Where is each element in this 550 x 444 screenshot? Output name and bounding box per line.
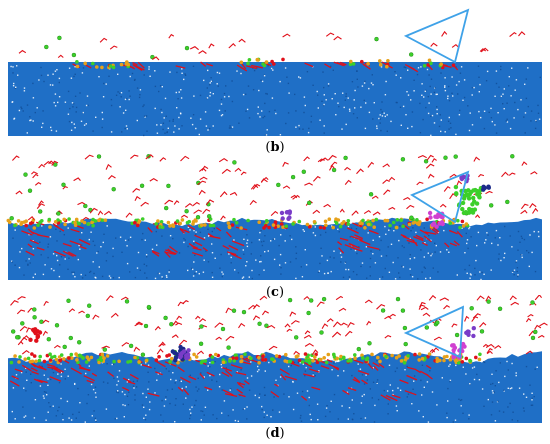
- substrate-block: [8, 351, 542, 423]
- panel-d-caption: (d): [265, 426, 285, 441]
- debris-particles: [9, 154, 539, 221]
- surface-atoms: [9, 352, 482, 365]
- substrate-block: [8, 217, 542, 280]
- cutting-tool: [403, 8, 470, 64]
- substrate-block: [8, 62, 542, 136]
- surface-atoms: [75, 57, 456, 70]
- panel-c-image: [6, 154, 542, 281]
- atom-clusters: [279, 173, 491, 229]
- substrate-texture: [11, 225, 540, 281]
- panel-b-image: [8, 8, 542, 137]
- surface-atoms: [6, 217, 470, 230]
- panel-c-simulation: [0, 150, 550, 285]
- debris-particles: [18, 30, 526, 61]
- panel-c-caption: (c): [265, 285, 285, 300]
- panel-c-label: c: [271, 285, 279, 300]
- panel-b-simulation: [0, 0, 550, 150]
- panel-d-label: d: [270, 426, 280, 441]
- subsurface-damage: [21, 221, 463, 260]
- panel-d-simulation: [0, 295, 550, 425]
- substrate-texture: [10, 65, 541, 137]
- panel-d-image: [8, 295, 548, 423]
- debris-particles: [10, 295, 548, 357]
- cutting-tool: [403, 305, 464, 359]
- substrate-texture: [11, 360, 538, 423]
- subsurface-damage: [72, 61, 459, 73]
- cutting-tool: [410, 170, 470, 224]
- panel-b-caption: (b): [265, 140, 285, 155]
- panel-b-label: b: [270, 140, 280, 155]
